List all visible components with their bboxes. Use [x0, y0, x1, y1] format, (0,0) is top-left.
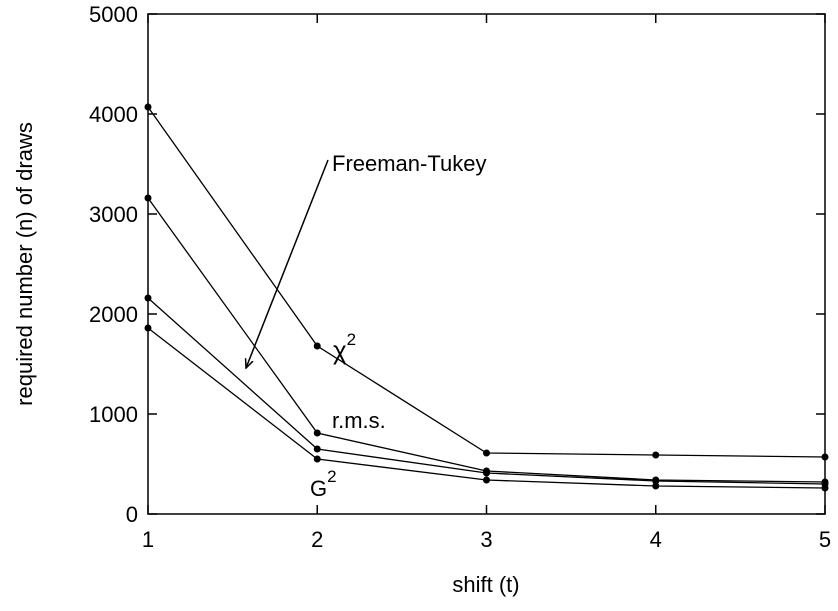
data-point-g2	[652, 482, 660, 490]
data-point-chi2	[821, 453, 829, 461]
x-tick-label: 5	[819, 527, 831, 552]
data-point-g2	[144, 324, 152, 332]
data-point-g2	[483, 476, 490, 484]
y-tick-label: 0	[126, 502, 138, 527]
y-tick-label: 4000	[89, 102, 138, 127]
data-point-chi2	[483, 449, 490, 457]
annotation-freeman-tukey: Freeman-Tukey	[332, 151, 486, 176]
x-tick-label: 3	[480, 527, 492, 552]
data-point-rms	[144, 194, 152, 202]
data-point-chi2	[313, 342, 321, 350]
annotation-rms: r.m.s.	[332, 408, 386, 433]
y-tick-label: 2000	[89, 302, 138, 327]
series-line-chi2	[147, 106, 826, 458]
y-tick-label: 3000	[89, 202, 138, 227]
data-point-ft	[144, 294, 152, 302]
x-tick-label: 2	[311, 527, 323, 552]
data-point-rms	[313, 429, 321, 437]
data-point-ft	[313, 445, 321, 453]
x-tick-label: 4	[650, 527, 662, 552]
series-line-g2	[147, 327, 826, 489]
plot-area-frame	[147, 13, 826, 515]
data-point-ft	[652, 477, 660, 485]
x-axis-label: shift (t)	[452, 572, 519, 597]
freeman-tukey-arrow	[246, 159, 329, 368]
x-tick-label: 1	[142, 527, 154, 552]
axis-ticks: 1 2 3 4 5 0 1000 2000 3000 4000 5000	[89, 2, 831, 552]
data-point-g2	[821, 484, 829, 492]
series-group	[144, 103, 829, 492]
data-point-g2	[313, 455, 321, 463]
data-point-ft	[483, 469, 490, 477]
y-tick-label: 5000	[89, 2, 138, 27]
data-point-chi2	[652, 451, 660, 459]
series-line-rms	[147, 197, 826, 483]
data-point-chi2	[144, 103, 152, 111]
y-tick-label: 1000	[89, 402, 138, 427]
annotation-g-squared: G2	[310, 467, 337, 501]
annotation-chi-squared: χ2	[333, 330, 356, 365]
y-axis-label: required number (n) of draws	[12, 122, 37, 406]
